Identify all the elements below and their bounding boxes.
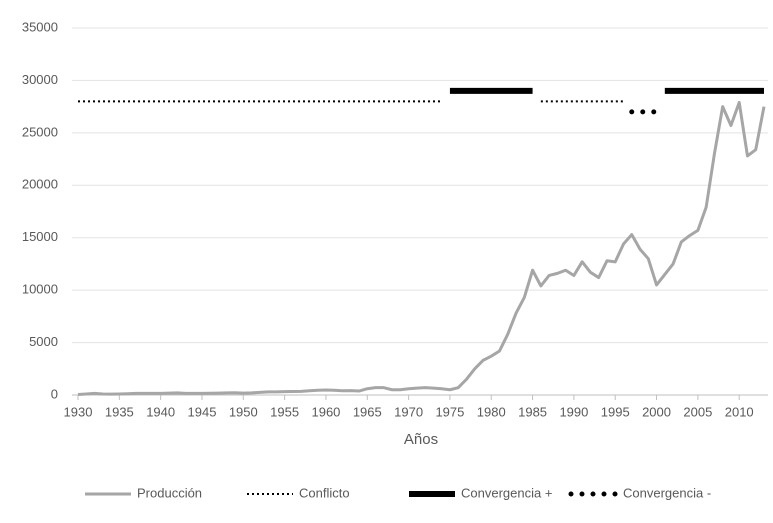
- y-tick-label: 35000: [22, 19, 58, 34]
- y-tick-label: 20000: [22, 177, 58, 192]
- x-tick-label: 1990: [559, 404, 588, 419]
- x-tick-label: 2000: [642, 404, 671, 419]
- legend-label: Conflicto: [299, 485, 350, 500]
- y-tick-label: 25000: [22, 124, 58, 139]
- y-tick-label: 30000: [22, 72, 58, 87]
- x-axis-label: Años: [404, 431, 438, 448]
- x-tick-label: 1980: [477, 404, 506, 419]
- x-tick-label: 1950: [229, 404, 258, 419]
- legend-label: Convergencia +: [461, 485, 552, 500]
- x-tick-label: 1970: [394, 404, 423, 419]
- x-tick-label: 1995: [601, 404, 630, 419]
- x-tick-label: 1965: [353, 404, 382, 419]
- y-tick-label: 0: [51, 386, 58, 401]
- x-tick-label: 1985: [518, 404, 547, 419]
- x-tick-label: 1940: [146, 404, 175, 419]
- y-tick-label: 5000: [29, 334, 58, 349]
- legend-label: Producción: [137, 485, 202, 500]
- x-tick-label: 1955: [270, 404, 299, 419]
- y-tick-label: 10000: [22, 282, 58, 297]
- legend-label: Convergencia -: [623, 485, 711, 500]
- x-tick-label: 2010: [725, 404, 754, 419]
- x-tick-label: 1930: [64, 404, 93, 419]
- series-line: [77, 100, 766, 396]
- x-tick-label: 1975: [435, 404, 464, 419]
- x-tick-label: 2005: [683, 404, 712, 419]
- x-tick-label: 1935: [105, 404, 134, 419]
- x-tick-label: 1960: [311, 404, 340, 419]
- y-tick-label: 15000: [22, 229, 58, 244]
- x-tick-label: 1945: [188, 404, 217, 419]
